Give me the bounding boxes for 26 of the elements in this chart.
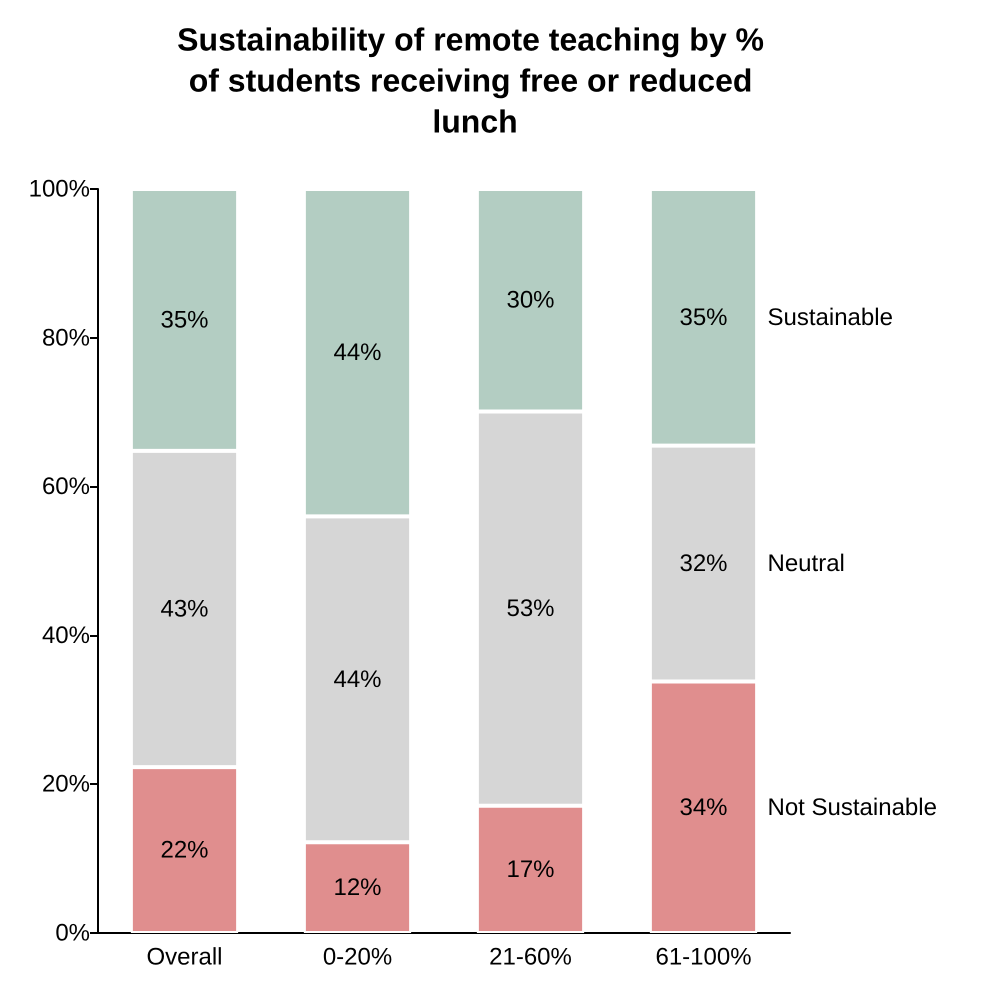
- x-tick-label: 0-20%: [322, 944, 392, 970]
- x-tick-label: Overall: [146, 944, 223, 970]
- y-tick-label: 80%: [42, 324, 90, 352]
- x-tick-label: 61-100%: [655, 944, 752, 970]
- y-tick-label: 20%: [42, 770, 90, 798]
- series-label: Neutral: [768, 550, 845, 578]
- data-label: 43%: [160, 595, 209, 622]
- chart-title: Sustainability of remote teaching by % of students receiving free or reduced lunch: [177, 22, 773, 140]
- data-label: 34%: [679, 794, 728, 821]
- data-label: 44%: [333, 666, 382, 693]
- data-label: 44%: [333, 339, 382, 366]
- y-tick-label: 60%: [42, 473, 90, 500]
- data-label: 53%: [506, 595, 555, 622]
- series-label: Sustainable: [768, 304, 893, 331]
- series-label: Not Sustainable: [768, 794, 937, 821]
- data-label: 22%: [160, 836, 209, 864]
- data-label: 30%: [506, 286, 555, 314]
- data-label: 35%: [160, 306, 209, 334]
- y-tick-label: 0%: [55, 920, 90, 946]
- data-label: 17%: [506, 856, 555, 883]
- data-label: 32%: [679, 550, 728, 578]
- y-tick-label: 100%: [28, 176, 90, 202]
- data-label: 12%: [333, 874, 382, 902]
- data-label: 35%: [679, 304, 728, 331]
- y-tick-label: 40%: [42, 622, 90, 649]
- x-tick-label: 21-60%: [489, 944, 572, 970]
